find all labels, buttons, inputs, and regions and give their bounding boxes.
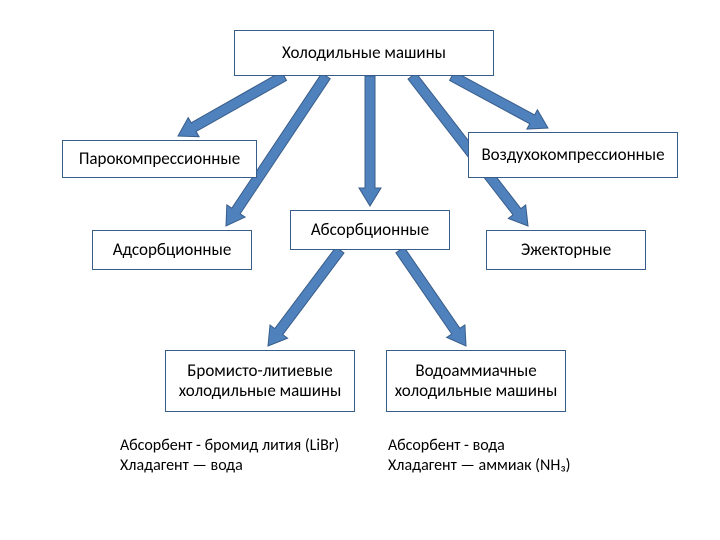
node-label: Парокомпрессионные: [79, 149, 240, 169]
node-adsorbtsionnye: Адсорбционные: [92, 230, 252, 270]
note-line: Хладагент — аммиак (NH₃): [388, 456, 648, 476]
node-label: Адсорбционные: [113, 240, 232, 260]
arrow: [268, 247, 344, 346]
note-line: Хладагент — вода: [120, 456, 380, 476]
node-label: Воздухокомпрессионные: [481, 145, 664, 165]
node-absorbtsionnye: Абсорбционные: [290, 210, 450, 250]
node-label: Холодильные машины: [282, 43, 446, 63]
node-root: Холодильные машины: [234, 30, 494, 76]
note-line: Абсорбент - бромид лития (LiBr): [120, 436, 380, 456]
node-vodoammiachnye: Водоаммиачные холодильные машины: [386, 350, 566, 412]
node-label: Бромисто-литиевые холодильные машины: [172, 361, 348, 402]
node-vozdukhokompressionnye: Воздухокомпрессионные: [468, 132, 678, 178]
arrow: [450, 72, 548, 130]
node-label: Водоаммиачные холодильные машины: [393, 361, 559, 402]
node-parokompressionnye: Парокомпрессионные: [62, 140, 257, 178]
arrow: [359, 76, 381, 206]
node-label: Абсорбционные: [311, 220, 429, 240]
note-line: Абсорбент - вода: [388, 436, 648, 456]
note-nh3: Абсорбент - вода Хладагент — аммиак (NH₃…: [388, 436, 648, 476]
node-ezhektornye: Эжекторные: [486, 230, 646, 270]
node-label: Эжекторные: [521, 240, 611, 260]
note-libr: Абсорбент - бромид лития (LiBr) Хладаген…: [120, 436, 380, 476]
arrow: [178, 72, 287, 137]
node-bromisto-litievye: Бромисто-литиевые холодильные машины: [165, 350, 355, 412]
arrow: [396, 247, 466, 346]
